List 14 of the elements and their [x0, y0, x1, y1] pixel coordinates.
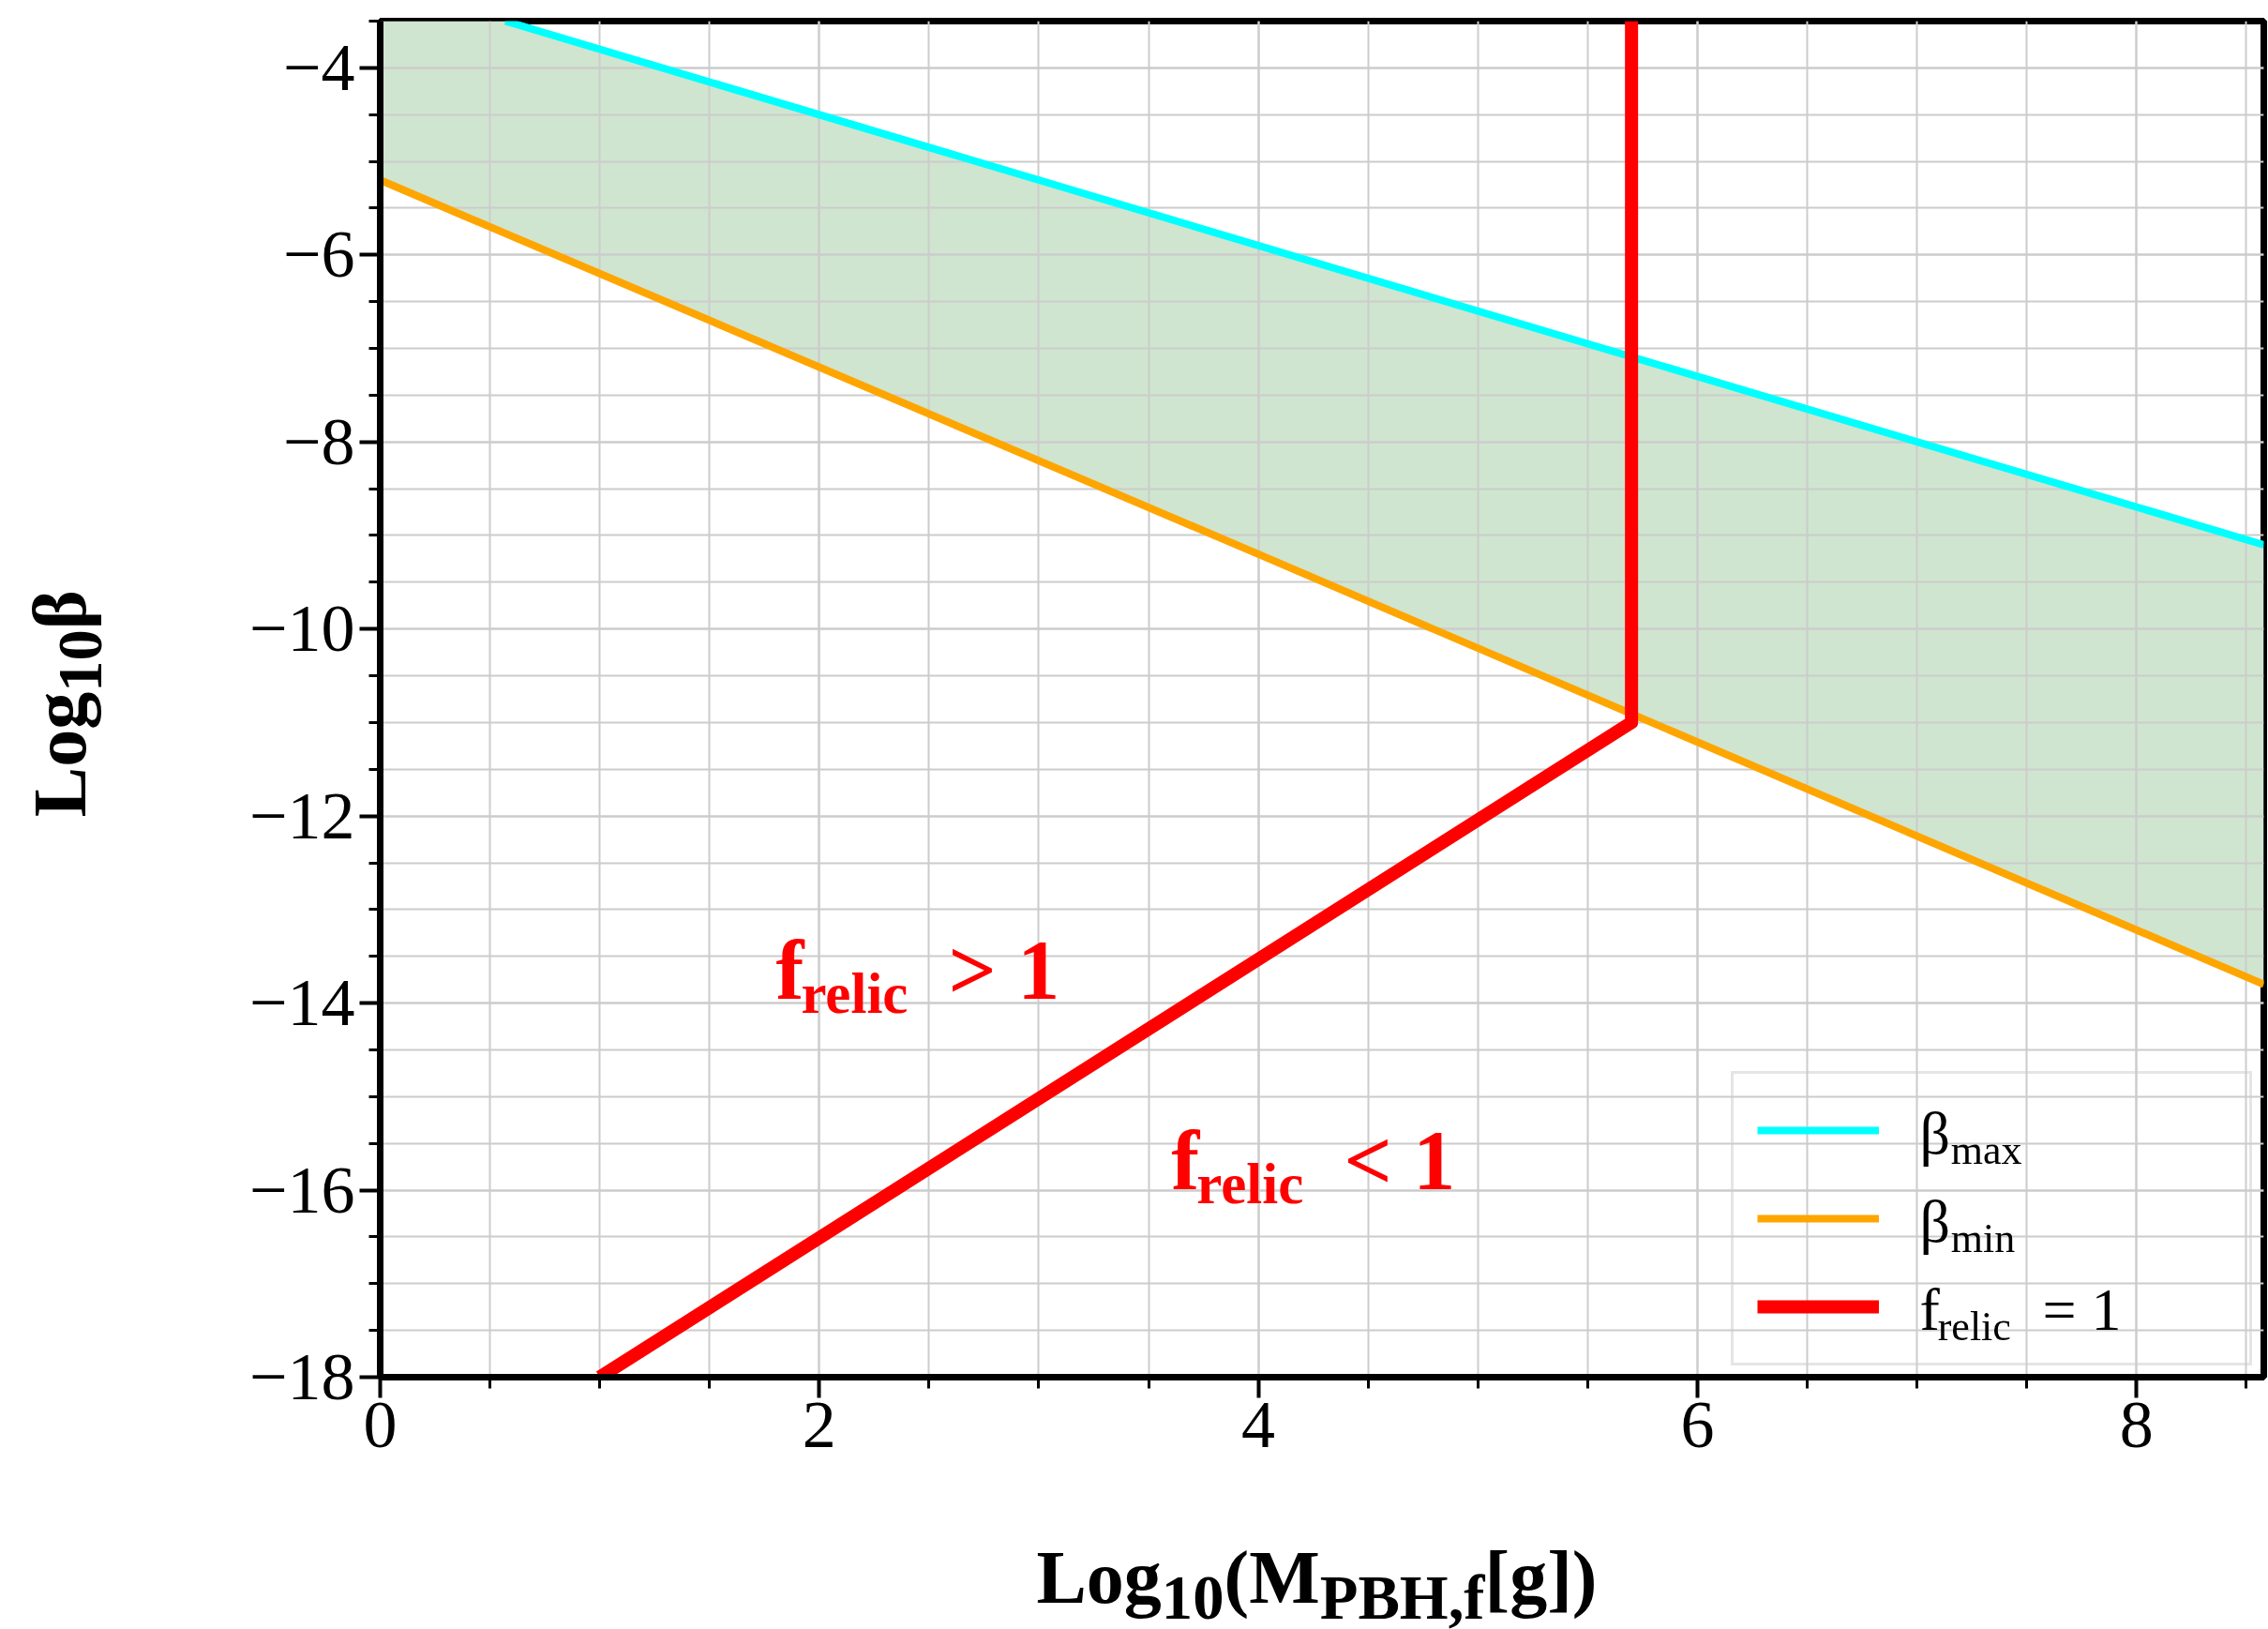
x-axis-title: Log$_{10}$(M$_{PBH,f}$[g]) [1035, 1535, 1599, 1629]
y-tick-label: −10 [248, 591, 355, 667]
x-tick-label: 8 [2119, 1386, 2154, 1462]
x-tick-label: 4 [1241, 1386, 1276, 1462]
y-tick-label: −8 [282, 403, 355, 479]
x-tick-label: 0 [363, 1386, 398, 1462]
y-tick-label: −16 [248, 1152, 355, 1228]
x-tick-label: 6 [1680, 1386, 1715, 1462]
y-tick-label: −6 [282, 217, 355, 293]
y-tick-label: −18 [248, 1339, 355, 1414]
y-tick-label: −4 [282, 29, 355, 105]
y-tick-label: −14 [248, 965, 355, 1041]
y-tick-label: −12 [248, 777, 355, 853]
x-tick-label: 2 [802, 1386, 836, 1462]
